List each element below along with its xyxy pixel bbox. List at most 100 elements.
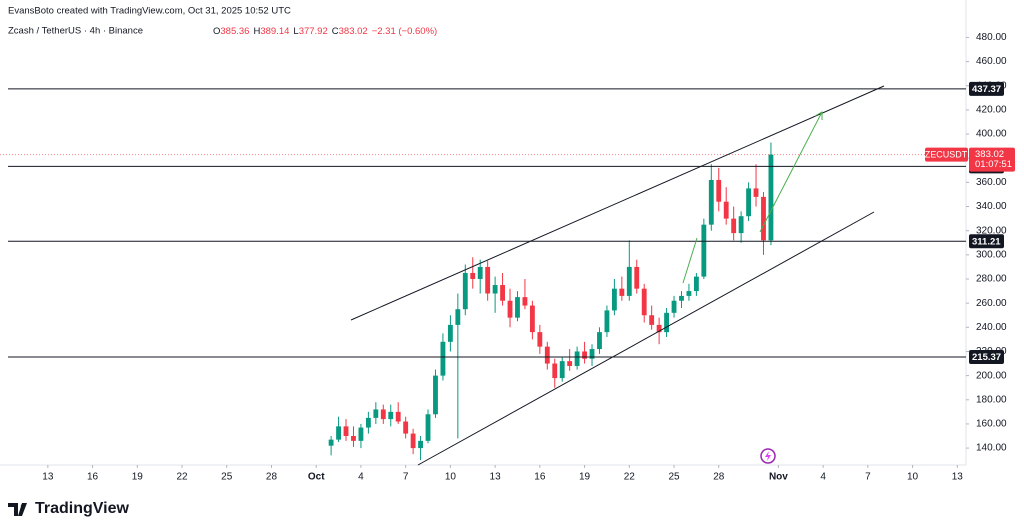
candle-body bbox=[418, 440, 423, 449]
candle-body bbox=[440, 341, 446, 376]
price-box bbox=[969, 147, 1015, 172]
y-tick-label: 140.00 bbox=[976, 443, 1007, 454]
candle-body bbox=[649, 315, 655, 325]
candle-body bbox=[328, 439, 334, 446]
y-tick-label: 160.00 bbox=[976, 419, 1007, 430]
candle-body bbox=[522, 297, 528, 306]
path-line bbox=[682, 237, 698, 284]
candle-body bbox=[686, 291, 692, 296]
y-tick-label: 180.00 bbox=[976, 394, 1007, 405]
candle-body bbox=[664, 312, 669, 333]
candle-body bbox=[693, 276, 699, 292]
candle-body bbox=[753, 188, 759, 197]
symbol-label: ZECUSDT bbox=[925, 149, 968, 159]
candle-body bbox=[410, 433, 416, 449]
candle-body bbox=[515, 297, 520, 318]
ohlc-key: O bbox=[213, 26, 220, 37]
ohlc-value: 377.92 bbox=[299, 26, 328, 37]
candle-body bbox=[358, 427, 364, 441]
y-tick-label: 420.00 bbox=[976, 105, 1007, 116]
candle-body bbox=[738, 216, 744, 234]
level-label: 437.37 bbox=[972, 84, 1001, 95]
plot bbox=[0, 88, 966, 461]
projection-arrow bbox=[759, 111, 823, 233]
y-tick-label: 260.00 bbox=[976, 298, 1007, 309]
x-tick-label: 28 bbox=[266, 472, 278, 483]
x-tick-label: 19 bbox=[579, 472, 591, 483]
candle-body bbox=[365, 417, 371, 428]
logo: TradingView bbox=[8, 500, 130, 517]
candle-body bbox=[373, 409, 379, 418]
y-tick-label: 300.00 bbox=[976, 249, 1007, 260]
candle-body bbox=[582, 351, 587, 359]
candle-body bbox=[701, 224, 707, 277]
candle-body bbox=[641, 288, 647, 316]
x-tick-label: 4 bbox=[358, 472, 364, 483]
y-tick-label: 460.00 bbox=[976, 56, 1007, 67]
x-tick-label: 16 bbox=[534, 472, 546, 483]
candle-body bbox=[529, 305, 535, 333]
candle-body bbox=[708, 179, 714, 225]
candle-body bbox=[559, 361, 565, 379]
x-tick-label: Nov bbox=[769, 472, 788, 483]
candle-body bbox=[604, 310, 610, 333]
x-tick-label: 13 bbox=[42, 472, 54, 483]
y-tick-label: 240.00 bbox=[976, 322, 1007, 333]
candle-body bbox=[462, 272, 468, 310]
ohlc-value: 385.36 bbox=[220, 26, 249, 37]
event-icon bbox=[760, 448, 776, 464]
ohlc-key: H bbox=[253, 26, 260, 37]
level-label-box bbox=[969, 234, 1004, 249]
candle-body bbox=[433, 375, 438, 415]
x-tick-label: 28 bbox=[713, 472, 725, 483]
ohlc-value: 389.14 bbox=[260, 26, 289, 37]
candle-body bbox=[537, 332, 543, 347]
symbol-box bbox=[925, 147, 968, 162]
candle-body bbox=[380, 409, 386, 420]
candle-body bbox=[574, 351, 580, 366]
level-label: 311.21 bbox=[972, 236, 1001, 247]
ohlc-key: C bbox=[332, 26, 339, 37]
brand: TradingView bbox=[35, 500, 130, 517]
x-tick-label: 7 bbox=[865, 472, 871, 483]
candle-body bbox=[343, 426, 349, 437]
x-tick-label: 13 bbox=[952, 472, 964, 483]
ohlc: O385.36 H389.14 L377.92 C383.02 −2.31 (−0.60… bbox=[213, 26, 437, 37]
x-tick-label: 4 bbox=[820, 472, 826, 483]
y-tick-label: 320.00 bbox=[976, 225, 1007, 236]
logo-dot bbox=[20, 503, 26, 509]
candle-body bbox=[552, 363, 558, 379]
candle-body bbox=[679, 295, 684, 301]
ohlc-key: L bbox=[293, 26, 298, 37]
x-tick-label: 19 bbox=[132, 472, 144, 483]
x-tick-label: 10 bbox=[907, 472, 919, 483]
level-label-box bbox=[969, 350, 1004, 365]
credit: EvansBoto created with TradingView.com, … bbox=[8, 6, 291, 17]
x-tick-label: 10 bbox=[445, 472, 457, 483]
ohlc-line: O385.36 H389.14 L377.92 C383.02 −2.31 (−0.60… bbox=[213, 26, 437, 37]
candle-body bbox=[597, 332, 602, 350]
y-tick-label: 200.00 bbox=[976, 370, 1007, 381]
candle-body bbox=[656, 324, 662, 333]
arrow-head bbox=[814, 111, 823, 120]
candle-body bbox=[723, 201, 729, 219]
y-tick-label: 400.00 bbox=[976, 129, 1007, 140]
candle-body bbox=[567, 361, 573, 366]
level-label-box bbox=[969, 81, 1004, 96]
candle-body bbox=[611, 288, 617, 311]
x-tick-label: 16 bbox=[87, 472, 99, 483]
candle-body bbox=[768, 154, 774, 241]
candle-body bbox=[403, 421, 409, 434]
candle-body bbox=[500, 285, 505, 301]
candle-body bbox=[589, 349, 595, 359]
countdown-label: 01:07:51 bbox=[975, 159, 1012, 170]
level-label: 215.37 bbox=[972, 352, 1001, 363]
candle-body bbox=[425, 414, 431, 441]
candle-body bbox=[492, 285, 498, 294]
candle-body bbox=[395, 411, 401, 422]
y-tick-label: 480.00 bbox=[976, 32, 1007, 43]
x-tick-label: 7 bbox=[403, 472, 409, 483]
candle-body bbox=[716, 179, 722, 202]
x-tick-label: 13 bbox=[490, 472, 502, 483]
